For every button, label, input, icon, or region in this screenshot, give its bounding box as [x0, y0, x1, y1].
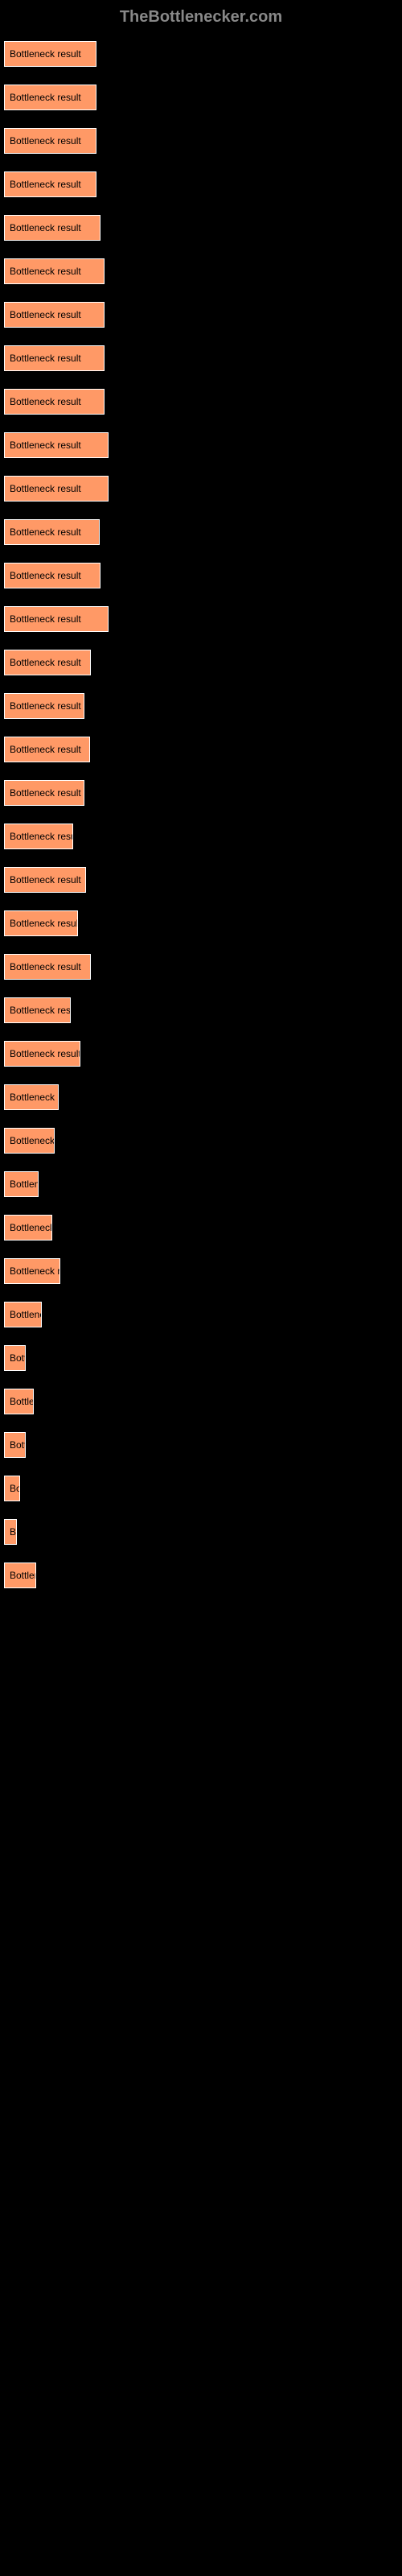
- bar: Bottleneck result: [4, 1345, 26, 1371]
- bar: Bottleneck result: [4, 128, 96, 154]
- bar-group: Bottleneck result: [4, 1432, 398, 1458]
- bar: Bottleneck result: [4, 1519, 17, 1545]
- bar: Bottleneck result: [4, 997, 71, 1023]
- bar-group: Bottleneck result: [4, 302, 398, 328]
- bar: Bottleneck result: [4, 1258, 60, 1284]
- bar-group: Bottleneck result: [4, 1084, 398, 1110]
- bar-group: Bottleneck result: [4, 1345, 398, 1371]
- bar-group: Bottleneck result: [4, 171, 398, 197]
- bar-group: Bottleneck result: [4, 954, 398, 980]
- bar: Bottleneck result: [4, 1563, 36, 1588]
- bar-group: Bottleneck result: [4, 476, 398, 502]
- bar: Bottleneck result: [4, 1171, 39, 1197]
- bar-group: Bottleneck result: [4, 519, 398, 545]
- bar-group: Bottleneck result: [4, 258, 398, 284]
- bar-group: Bottleneck result: [4, 345, 398, 371]
- bar: Bottleneck result: [4, 1041, 80, 1067]
- bar: Bottleneck result: [4, 345, 105, 371]
- bar-group: Bottleneck result: [4, 1519, 398, 1545]
- bar: Bottleneck result: [4, 1389, 34, 1414]
- bar: Bottleneck result: [4, 476, 109, 502]
- bar: Bottleneck result: [4, 432, 109, 458]
- bar-group: Bottleneck result: [4, 128, 398, 154]
- bar: Bottleneck result: [4, 41, 96, 67]
- bar: Bottleneck result: [4, 258, 105, 284]
- bar: Bottleneck result: [4, 910, 78, 936]
- bar-group: Bottleneck result: [4, 1258, 398, 1284]
- bar-group: Bottleneck result: [4, 824, 398, 849]
- bar: Bottleneck result: [4, 302, 105, 328]
- bar-group: Bottleneck result: [4, 997, 398, 1023]
- bar: Bottleneck result: [4, 1128, 55, 1154]
- bar: Bottleneck result: [4, 867, 86, 893]
- bar: Bottleneck result: [4, 389, 105, 415]
- bar: Bottleneck result: [4, 1084, 59, 1110]
- bar: Bottleneck result: [4, 1302, 42, 1327]
- bar: Bottleneck result: [4, 954, 91, 980]
- bar: Bottleneck result: [4, 1215, 52, 1241]
- bar-group: Bottleneck result: [4, 737, 398, 762]
- bar-group: Bottleneck result: [4, 1215, 398, 1241]
- bar-group: Bottleneck result: [4, 606, 398, 632]
- bar: Bottleneck result: [4, 606, 109, 632]
- header-title: TheBottlenecker.com: [0, 0, 402, 35]
- bar: Bottleneck result: [4, 1432, 26, 1458]
- bar-group: Bottleneck result: [4, 867, 398, 893]
- bar-chart: Bottleneck result Bottleneck result Bottle…: [0, 35, 402, 1610]
- bar-group: Bottleneck result: [4, 563, 398, 588]
- bar-group: Bottleneck result: [4, 1476, 398, 1501]
- bar: Bottleneck result: [4, 650, 91, 675]
- bar-group: Bottleneck result: [4, 1302, 398, 1327]
- bar-group: Bottleneck result: [4, 1171, 398, 1197]
- bar: Bottleneck result: [4, 737, 90, 762]
- bar: Bottleneck result: [4, 780, 84, 806]
- bar-group: Bottleneck result: [4, 432, 398, 458]
- bar: Bottleneck result: [4, 519, 100, 545]
- bar-group: Bottleneck result: [4, 910, 398, 936]
- bar: Bottleneck result: [4, 85, 96, 110]
- bar-group: Bottleneck result: [4, 215, 398, 241]
- bar-group: Bottleneck result: [4, 1563, 398, 1588]
- bar: Bottleneck result: [4, 171, 96, 197]
- bar: Bottleneck result: [4, 215, 100, 241]
- bar-group: Bottleneck result: [4, 1041, 398, 1067]
- bar-group: Bottleneck result: [4, 650, 398, 675]
- bar-group: Bottleneck result: [4, 693, 398, 719]
- bar-group: Bottleneck result: [4, 1128, 398, 1154]
- bar: Bottleneck result: [4, 1476, 20, 1501]
- bar: Bottleneck result: [4, 824, 73, 849]
- bar-group: Bottleneck result: [4, 1389, 398, 1414]
- bar-group: Bottleneck result: [4, 780, 398, 806]
- bar: Bottleneck result: [4, 563, 100, 588]
- bar: Bottleneck result: [4, 693, 84, 719]
- bar-group: Bottleneck result: [4, 41, 398, 67]
- bar-group: Bottleneck result: [4, 85, 398, 110]
- bar-group: Bottleneck result: [4, 389, 398, 415]
